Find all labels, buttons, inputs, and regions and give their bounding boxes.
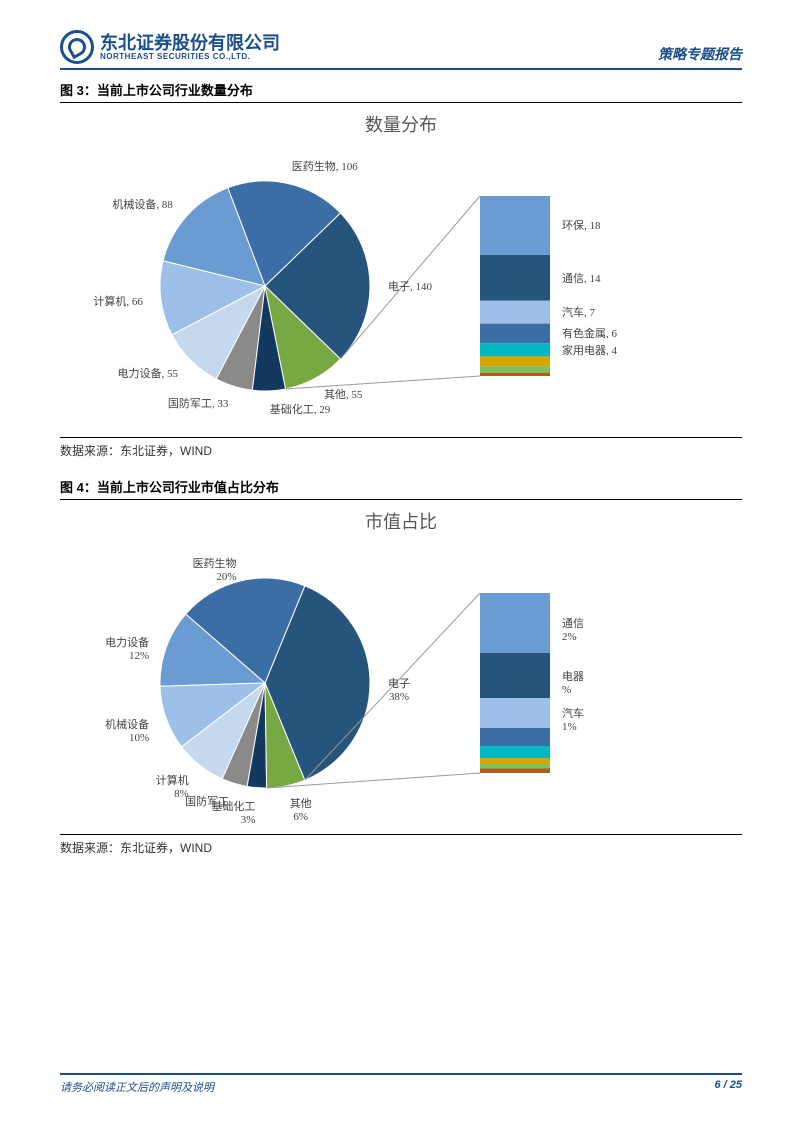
- breakout-label: 有色金属, 6: [562, 325, 617, 341]
- pie-slice-label: 医药生物, 106: [292, 158, 358, 174]
- breakout-segment: [480, 698, 550, 728]
- breakout-segment: [480, 366, 550, 373]
- breakout-segment: [480, 728, 550, 746]
- pie-slice-label: 电力设备, 55: [108, 365, 178, 381]
- figure3-source: 数据来源：东北证券，WIND: [60, 437, 742, 459]
- breakout-segment: [480, 769, 550, 774]
- pie-slice-label: 机械设备10%: [79, 716, 149, 744]
- report-type: 策略专题报告: [658, 44, 742, 64]
- breakout-label: 汽车, 7: [562, 304, 595, 320]
- breakout-segment: [480, 356, 550, 366]
- company-name-cn: 东北证券股份有限公司: [100, 34, 280, 52]
- figure4-caption: 图 4：当前上市公司行业市值占比分布: [60, 477, 742, 500]
- logo-block: 东北证券股份有限公司 NORTHEAST SECURITIES CO.,LTD.: [60, 30, 280, 64]
- footer-disclaimer: 请务必阅读正文后的声明及说明: [60, 1079, 214, 1095]
- figure3-caption: 图 3：当前上市公司行业数量分布: [60, 80, 742, 103]
- breakout-segment: [480, 324, 550, 344]
- breakout-segment: [480, 301, 550, 324]
- breakout-segment: [480, 196, 550, 255]
- breakout-segment: [480, 255, 550, 301]
- figure4-chart: 电子38%医药生物20%电力设备12%机械设备10%计算机8%国防军工基础化工3…: [60, 538, 742, 828]
- breakout-label: 通信, 14: [562, 270, 601, 286]
- breakout-segment: [480, 343, 550, 356]
- breakout-label: 电器%: [562, 668, 584, 696]
- pie-slice-label: 其他6%: [290, 795, 312, 823]
- company-name-en: NORTHEAST SECURITIES CO.,LTD.: [100, 52, 280, 61]
- page-header: 东北证券股份有限公司 NORTHEAST SECURITIES CO.,LTD.…: [60, 30, 742, 70]
- pie-slice-label: 电子, 140: [388, 278, 432, 294]
- pie-slice-label: 机械设备, 88: [103, 196, 173, 212]
- figure3-chart-title: 数量分布: [60, 111, 742, 137]
- pie-slice-label: 国防军工, 33: [158, 395, 228, 411]
- breakout-segment: [480, 593, 550, 653]
- breakout-segment: [480, 746, 550, 758]
- figure4-chart-title: 市值占比: [60, 508, 742, 534]
- breakout-label: 汽车1%: [562, 705, 584, 733]
- breakout-label: 环保, 18: [562, 217, 601, 233]
- breakout-segment: [480, 764, 550, 769]
- logo-icon: [60, 30, 94, 64]
- breakout-segment: [480, 653, 550, 698]
- pie-slice-label: 电力设备12%: [79, 634, 149, 662]
- breakout-label: 家用电器, 4: [562, 342, 617, 358]
- pie-slice-label: 基础化工, 29: [270, 401, 331, 417]
- figure3-chart: 电子, 140 医药生物, 106 机械设备, 88 计算机, 66 电力设备, 55 国…: [60, 141, 742, 431]
- footer-page: 6 / 25: [714, 1079, 742, 1095]
- breakout-segment: [480, 373, 550, 376]
- pie-slice-label: 电子38%: [388, 675, 410, 703]
- figure4-source: 数据来源：东北证券，WIND: [60, 834, 742, 856]
- pie-slice-label: 医药生物20%: [167, 555, 237, 583]
- pie-slice-label: 基础化工3%: [185, 798, 255, 826]
- pie-slice-label: 其他, 55: [324, 386, 363, 402]
- page-footer: 请务必阅读正文后的声明及说明 6 / 25: [60, 1073, 742, 1095]
- breakout-label: 通信2%: [562, 615, 584, 643]
- pie-slice-label: 计算机, 66: [73, 293, 143, 309]
- breakout-segment: [480, 758, 550, 764]
